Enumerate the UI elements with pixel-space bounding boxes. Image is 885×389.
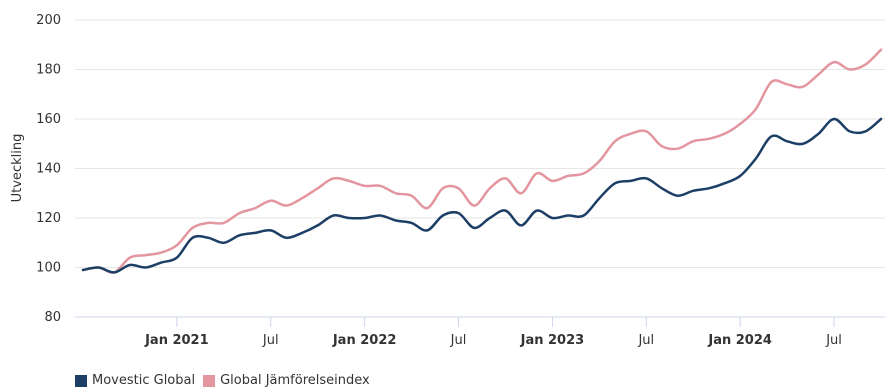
series-line-global-index[interactable] [81,48,883,274]
legend-item-movestic-global[interactable]: Movestic Global [75,373,195,388]
legend-label: Global Jämförelseindex [220,373,370,388]
x-tick-label: Jan 2023 [520,333,585,348]
x-tick-label: Jul [262,333,279,348]
grid-lines [75,19,885,318]
x-tick-label: Jan 2021 [144,333,209,348]
y-axis-ticks: 80 100 120 140 160 180 200 [36,13,61,325]
y-tick-label: 100 [36,261,61,276]
series-lines [81,48,883,274]
x-tick-label: Jul [825,333,842,348]
legend-item-global-index[interactable]: Global Jämförelseindex [203,373,370,388]
y-tick-label: 180 [36,63,61,78]
legend-swatch [203,374,216,387]
x-axis-ticks: Jan 2021 Jul Jan 2022 Jul Jan 2023 Jul Jan 202… [144,317,842,348]
y-axis-label: Utveckling [10,134,25,203]
x-tick-label: Jul [637,333,654,348]
legend-label: Movestic Global [92,373,196,388]
x-tick-label: Jan 2024 [707,333,772,348]
x-tick-label: Jan 2022 [332,333,397,348]
legend: Movestic Global Global Jämförelseindex [75,373,378,388]
y-tick-label: 140 [36,162,61,177]
x-tick-label: Jul [450,333,467,348]
series-line-movestic-global[interactable] [81,117,883,274]
legend-swatch [75,374,87,387]
y-tick-label: 200 [36,13,61,28]
y-tick-label: 160 [36,112,61,127]
y-tick-label: 120 [36,211,61,226]
y-tick-label: 80 [44,310,61,325]
